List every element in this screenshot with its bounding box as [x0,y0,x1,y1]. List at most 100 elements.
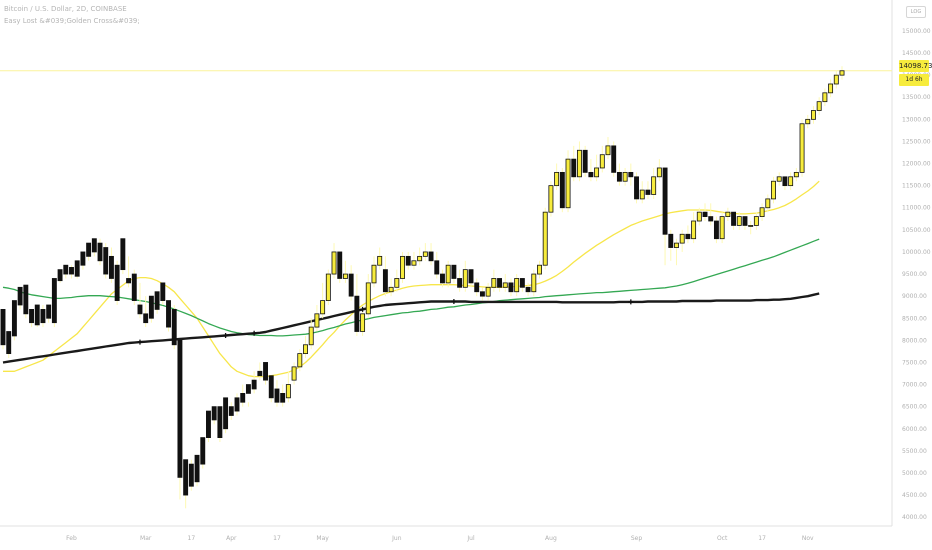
candle-body [114,264,120,301]
candle-body [51,278,57,324]
candle-body [91,238,97,253]
candle-body [337,251,343,279]
candle-body [108,255,114,279]
candle-body [325,273,331,301]
log-scale-button[interactable]: LOG [906,6,926,18]
candle-body [40,309,46,324]
candle-body [400,255,405,279]
cross-marker [451,298,457,304]
candle-body [291,366,297,381]
candle-body [811,110,816,120]
price-tick-label: 8500.00 [902,315,927,322]
candle-body [377,255,383,266]
time-tick-label: Apr [226,535,237,542]
candle-body [6,331,12,355]
candle-body [166,300,171,328]
candle-body [611,145,617,173]
candle-body [531,273,537,293]
candle-body [263,362,268,381]
candle-body [742,216,748,226]
price-tick-label: 14500.00 [902,50,931,57]
candle-body [428,251,434,262]
candle-body [348,273,354,297]
candle-body [445,264,451,284]
candle-body [793,171,799,178]
price-tick-label: 13500.00 [902,94,931,101]
candle-body [188,463,194,487]
candle-body [582,149,588,173]
candle-body [69,267,74,275]
candle-body [268,375,274,399]
candle-body [154,291,160,310]
price-tick-label: 9500.00 [902,271,927,278]
candle-body [656,167,662,178]
candle-body [411,260,417,266]
candle-body [594,167,600,178]
candle-body [799,123,805,173]
candle-body [394,278,400,288]
candle-body [34,304,40,326]
candle-body [297,353,303,368]
candle-body [451,264,457,279]
candle-body [57,269,63,282]
candle-body [474,282,480,293]
price-tick-label: 12500.00 [902,138,931,145]
candle-body [228,406,234,416]
candle-body [577,149,582,178]
time-tick-label: Mar [140,535,152,542]
candle-body [822,92,828,103]
price-tick-label: 9000.00 [902,293,927,300]
candle-body [753,216,759,226]
candle-body [148,295,154,319]
candle-body [628,171,634,178]
cross-marker [137,339,143,345]
candle-body [245,384,251,394]
candle-body [86,242,92,257]
candle-body [605,145,611,156]
candle-body [200,437,206,465]
candle-body [462,269,468,288]
candle-body [126,278,132,284]
candle-body [725,211,731,217]
candle-body [502,282,508,288]
candle-body [388,286,394,293]
candle-body [371,264,377,284]
cross-marker [360,306,366,312]
candle-body [468,269,474,284]
candle-body [63,264,69,275]
candle-body [211,406,217,421]
candle-body [479,291,485,297]
candle-body [839,70,845,76]
price-tick-label: 15000.00 [902,28,931,35]
time-tick-label: Jun [391,535,402,542]
candle-body [622,171,628,182]
candle-body [0,309,6,346]
candle-body [103,247,109,275]
candle-body [382,269,388,293]
candle-body [782,176,788,187]
candle-body [274,388,280,403]
candle-body [234,397,240,412]
candle-body [194,454,200,483]
candle-body [776,176,782,182]
candle-body [559,171,565,209]
candle-body [160,282,166,301]
candle-body [137,304,143,315]
candle-body [457,278,463,288]
candle-body [599,154,605,169]
bar-countdown-badge: 1d 6h [899,74,929,86]
candle-body [183,459,189,496]
price-tick-label: 4500.00 [902,492,927,499]
candle-body [548,185,554,213]
candle-body [696,211,702,222]
candle-body [805,118,811,125]
price-tick-label: 4000.00 [902,514,927,521]
cross-marker [223,332,229,338]
last-price-badge: 14098.73 [899,60,932,72]
price-tick-label: 7500.00 [902,359,927,366]
price-tick-label: 8000.00 [902,337,927,344]
indicator-title: Easy Lost &#039;Golden Cross&#039; [4,17,140,25]
candle-body [314,313,320,328]
